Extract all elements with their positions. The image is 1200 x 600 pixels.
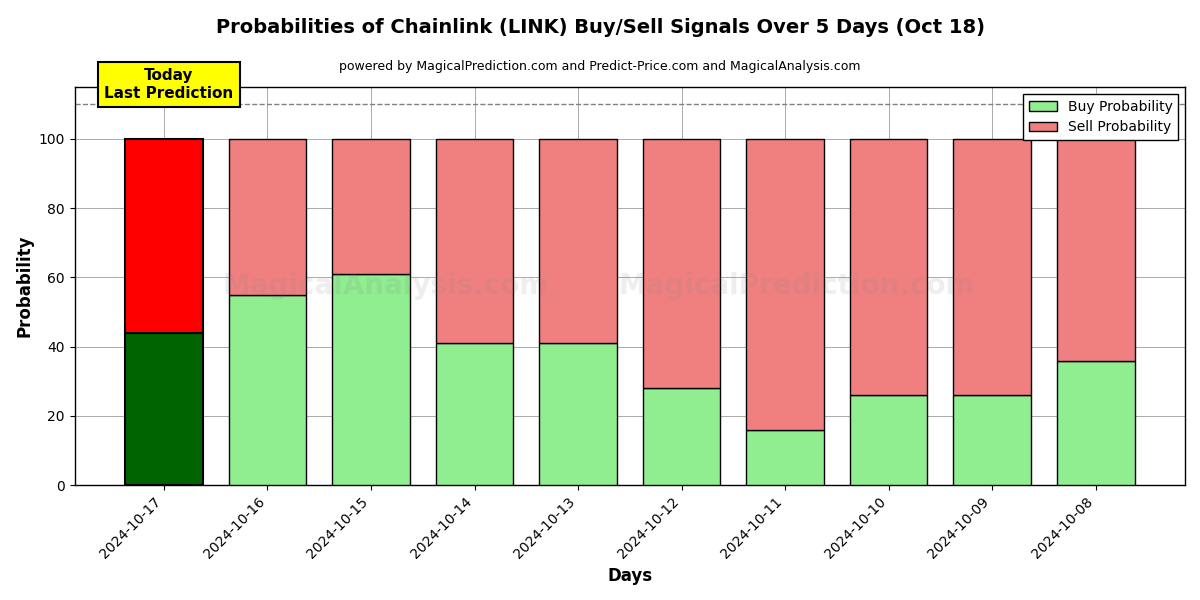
Bar — [953, 139, 1031, 395]
Text: MagicalAnalysis.com: MagicalAnalysis.com — [222, 272, 548, 300]
Bar — [332, 274, 410, 485]
Bar — [643, 139, 720, 388]
Bar — [229, 295, 306, 485]
Text: Probabilities of Chainlink (LINK) Buy/Sell Signals Over 5 Days (Oct 18): Probabilities of Chainlink (LINK) Buy/Se… — [216, 18, 984, 37]
Bar — [1057, 361, 1134, 485]
Bar — [436, 139, 514, 343]
Bar — [229, 139, 306, 295]
Bar — [850, 139, 928, 395]
Legend: Buy Probability, Sell Probability: Buy Probability, Sell Probability — [1024, 94, 1178, 140]
Bar — [1057, 139, 1134, 361]
Bar — [850, 395, 928, 485]
Text: MagicalPrediction.com: MagicalPrediction.com — [618, 272, 974, 300]
Bar — [746, 139, 824, 430]
Bar — [125, 139, 203, 333]
Bar — [746, 430, 824, 485]
Bar — [539, 139, 617, 343]
Bar — [436, 343, 514, 485]
Text: Today
Last Prediction: Today Last Prediction — [104, 68, 234, 101]
Bar — [332, 139, 410, 274]
Y-axis label: Probability: Probability — [16, 235, 34, 337]
Bar — [643, 388, 720, 485]
Bar — [539, 343, 617, 485]
X-axis label: Days: Days — [607, 567, 653, 585]
Bar — [953, 395, 1031, 485]
Bar — [125, 333, 203, 485]
Text: powered by MagicalPrediction.com and Predict-Price.com and MagicalAnalysis.com: powered by MagicalPrediction.com and Pre… — [340, 60, 860, 73]
